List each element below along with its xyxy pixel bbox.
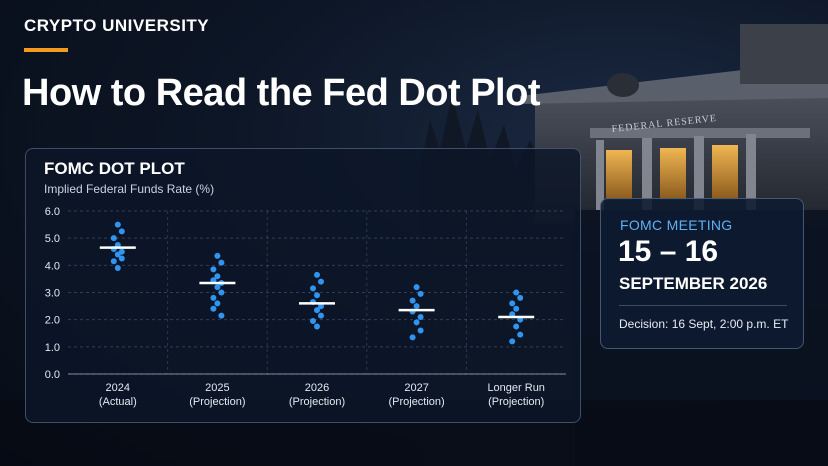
dot-point xyxy=(210,294,217,301)
dot-point xyxy=(513,305,520,312)
y-tick-label: 1.0 xyxy=(45,342,60,354)
x-category-sublabel: (Projection) xyxy=(189,396,245,408)
dot-point xyxy=(413,303,420,310)
dot-point xyxy=(513,289,520,296)
x-category-label: 2027 xyxy=(404,382,428,394)
brand-name: CRYPTO UNIVERSITY xyxy=(24,16,210,35)
dot-point xyxy=(114,265,121,272)
dot-point xyxy=(118,228,125,235)
y-tick-label: 2.0 xyxy=(45,315,60,327)
dot-point xyxy=(310,318,316,325)
y-tick-label: 5.0 xyxy=(45,233,60,245)
dot-point xyxy=(517,294,524,301)
dot-point xyxy=(417,290,424,297)
dot-point xyxy=(314,307,320,314)
dot-point xyxy=(310,285,316,292)
dot-point xyxy=(218,289,225,296)
brand-accent-bar xyxy=(24,48,68,52)
y-tick-label: 6.0 xyxy=(45,206,60,218)
dot-point xyxy=(314,271,320,278)
dot-point xyxy=(110,235,117,242)
dot-point xyxy=(318,278,324,285)
x-category-label: 2025 xyxy=(205,382,229,394)
dot-point xyxy=(210,266,217,273)
dot-point xyxy=(218,312,225,319)
dot-plot-chart: 0.0 1.0 2.0 3.0 4.0 5.0 6.0 2024 (Actual) 2025 (Pr… xyxy=(45,206,566,408)
meeting-decision-time: Decision: 16 Sept, 2:00 p.m. ET xyxy=(619,317,789,331)
meeting-month-year: SEPTEMBER 2026 xyxy=(619,274,768,293)
dot-point xyxy=(118,255,125,262)
dot-point xyxy=(509,300,516,307)
chart-title: FOMC DOT PLOT xyxy=(44,159,185,178)
meeting-card: FOMC MEETING 15 – 16 SEPTEMBER 2026 Deci… xyxy=(600,198,804,349)
dot-point xyxy=(214,284,221,291)
dot-point xyxy=(114,221,121,228)
y-tick-label: 4.0 xyxy=(45,260,60,272)
dot-point xyxy=(218,259,225,266)
dot-point xyxy=(110,258,117,265)
dot-point xyxy=(214,252,221,259)
dot-plot-panel: FOMC DOT PLOT Implied Federal Funds Rate… xyxy=(25,148,581,423)
dot-point xyxy=(314,292,320,299)
dot-point xyxy=(409,334,416,341)
dot-point xyxy=(413,319,420,326)
x-category-label: 2026 xyxy=(305,382,329,394)
dot-point xyxy=(409,297,416,304)
dot-point xyxy=(513,323,520,330)
dot-point xyxy=(417,327,424,334)
x-category-sublabel: (Projection) xyxy=(488,396,544,408)
dot-point xyxy=(509,338,516,345)
y-tick-label: 3.0 xyxy=(45,288,60,300)
page-title: How to Read the Fed Dot Plot xyxy=(22,72,540,114)
x-category-sublabel: (Projection) xyxy=(388,396,444,408)
dot-point xyxy=(114,251,121,258)
x-category-label: Longer Run xyxy=(487,382,545,394)
dot-point xyxy=(517,331,524,338)
x-category-sublabel: (Projection) xyxy=(289,396,345,408)
dot-point xyxy=(318,312,324,319)
dot-point xyxy=(214,273,221,280)
x-category-sublabel: (Actual) xyxy=(99,396,137,408)
dot-point xyxy=(314,323,320,330)
dot-point xyxy=(210,305,217,312)
chart-ylabel: Implied Federal Funds Rate (%) xyxy=(44,182,215,196)
y-tick-label: 0.0 xyxy=(45,369,60,381)
meeting-days: 15 – 16 xyxy=(618,235,719,268)
x-category-label: 2024 xyxy=(106,382,130,394)
dot-point xyxy=(214,300,221,307)
meeting-label: FOMC MEETING xyxy=(620,217,733,233)
dot-point xyxy=(417,313,424,320)
dot-point xyxy=(413,284,420,291)
meeting-divider xyxy=(619,305,787,306)
